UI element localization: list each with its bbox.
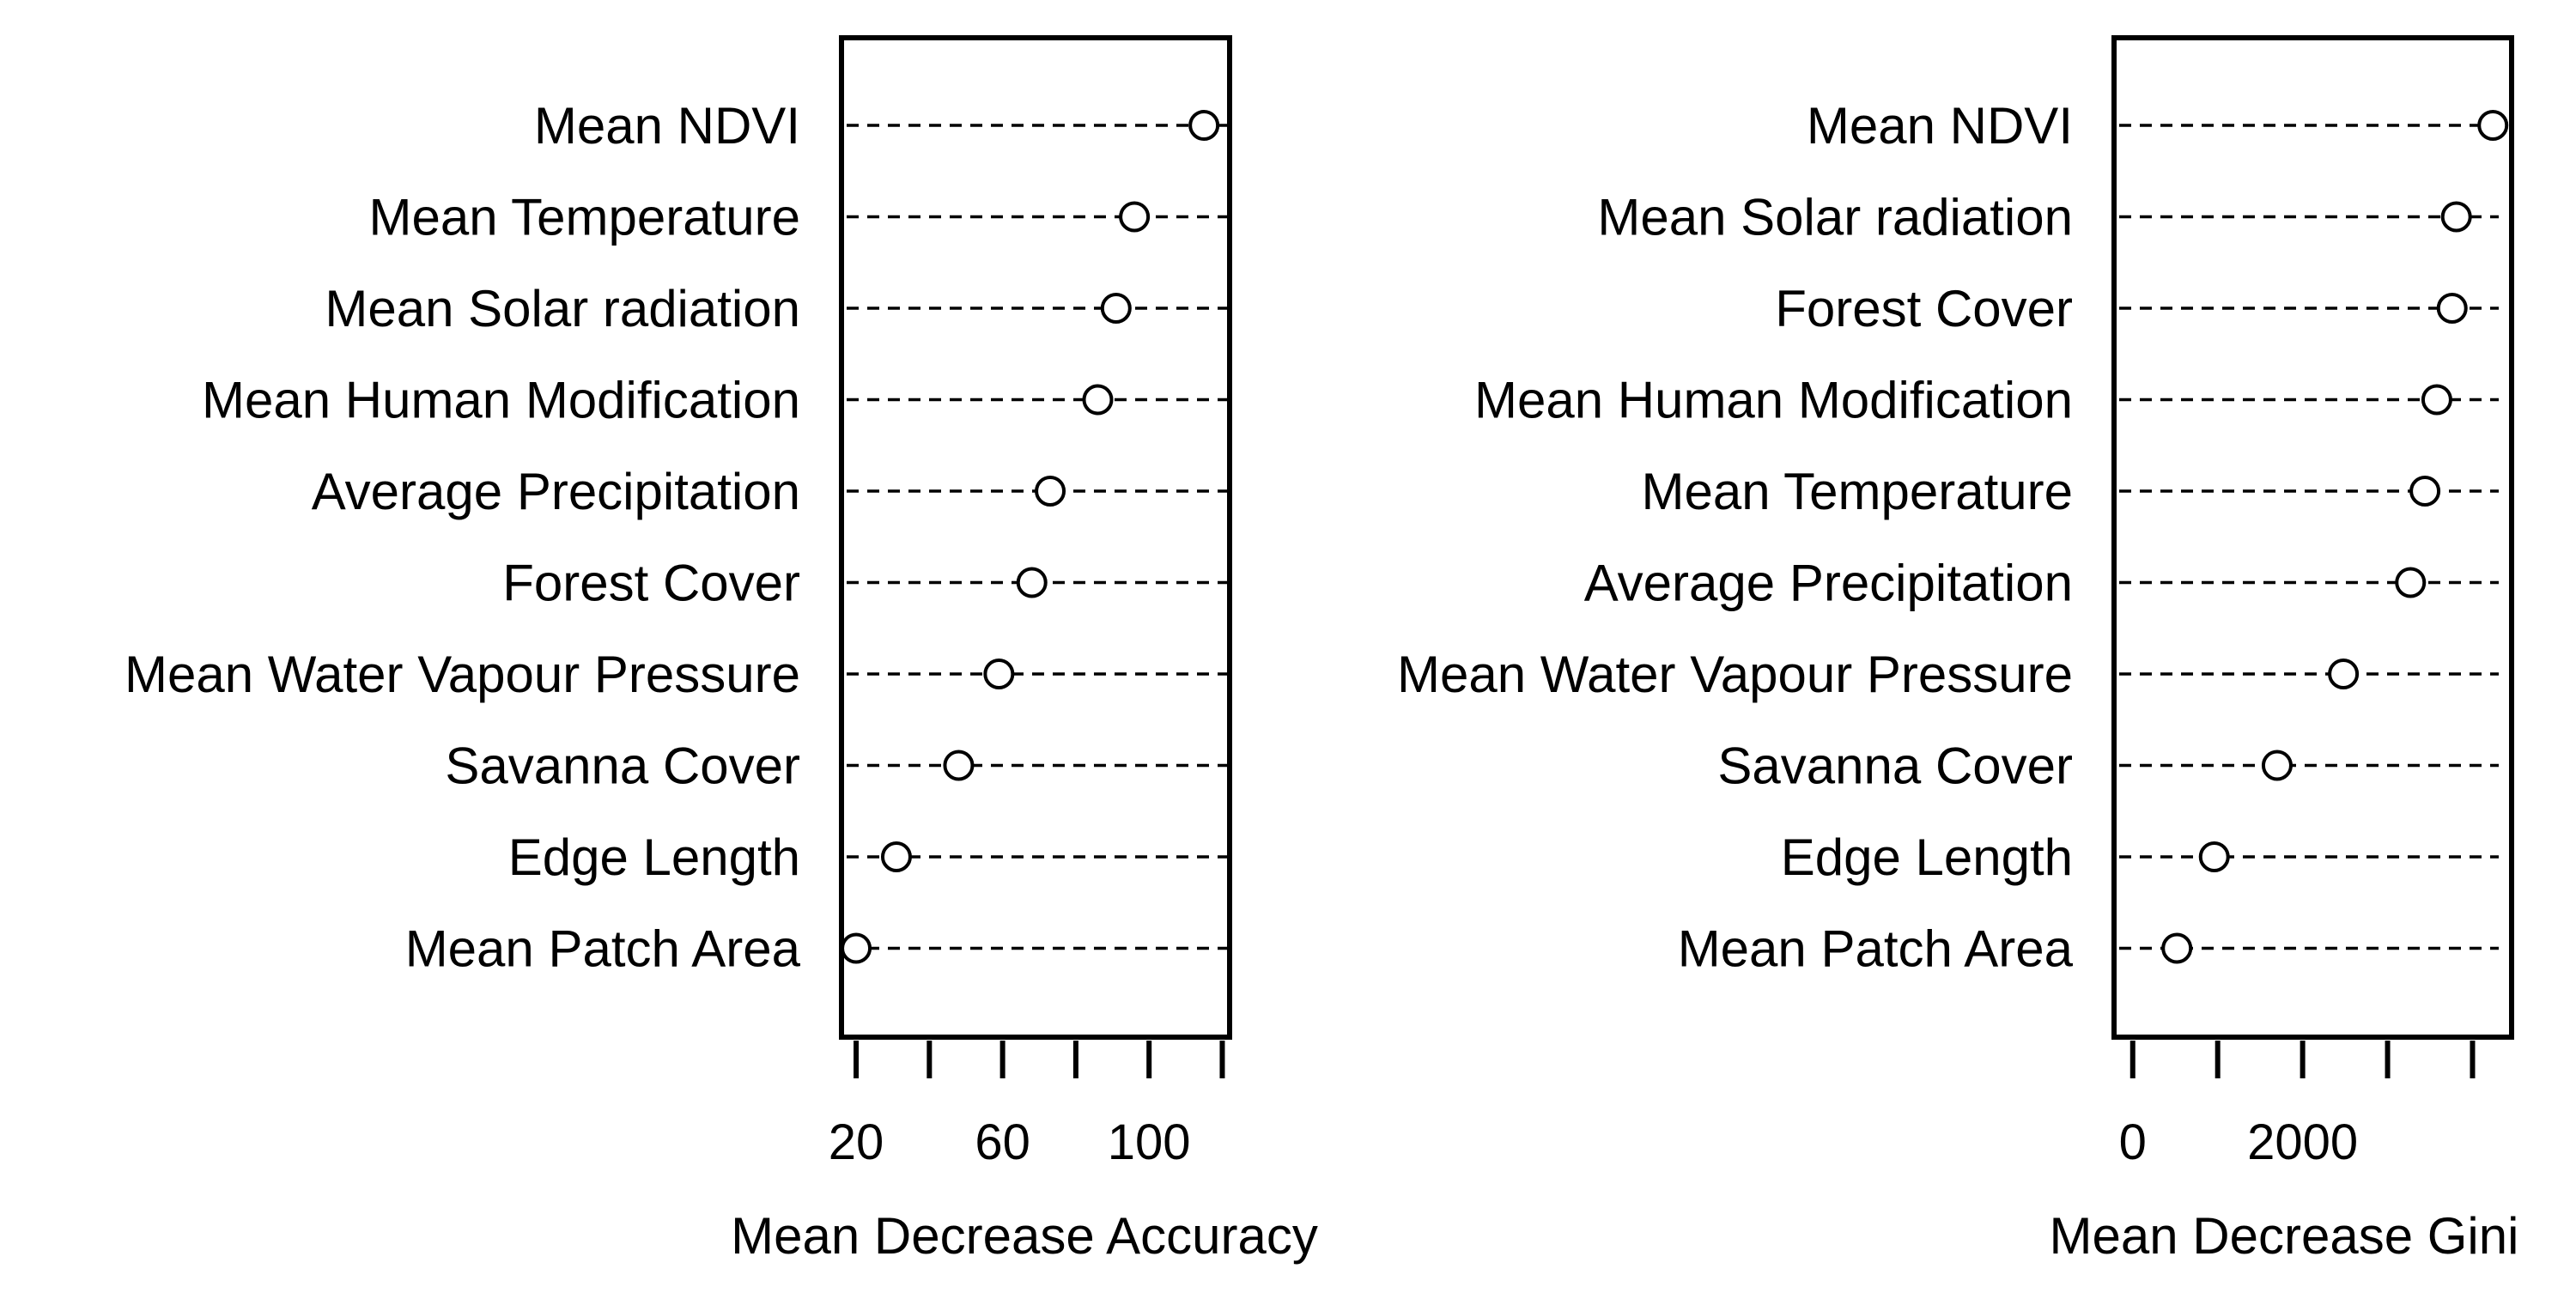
x-tick-label: 20: [829, 1114, 884, 1170]
importance-point: [1188, 110, 1220, 141]
variable-label: Forest Cover: [502, 555, 800, 612]
importance-point: [1119, 201, 1151, 233]
x-tick-label: 100: [1108, 1114, 1191, 1170]
plot-frame: [2111, 35, 2514, 1040]
panel-2: Mean NDVI Mean Solar radiation Forest Cove…: [1397, 35, 2519, 1265]
variable-label: Savanna Cover: [445, 738, 800, 795]
importance-point: [2409, 476, 2441, 507]
x-tick-label: 0: [2119, 1114, 2147, 1170]
variable-label: Mean NDVI: [1807, 97, 2073, 155]
variable-label: Savanna Cover: [1717, 738, 2073, 795]
importance-point: [1035, 476, 1066, 507]
importance-point: [983, 659, 1015, 689]
variable-label: Forest Cover: [1775, 280, 2073, 337]
variable-label: Mean Water Vapour Pressure: [1397, 646, 2073, 703]
importance-point: [943, 750, 975, 781]
variable-label: Average Precipitation: [312, 463, 800, 520]
variable-label: Mean Patch Area: [405, 920, 801, 978]
importance-point: [2421, 384, 2452, 416]
importance-point: [1016, 567, 1048, 598]
importance-point: [2395, 567, 2427, 598]
importance-point: [2436, 293, 2468, 324]
panel-1: Mean NDVI Mean Temperature Mean Solar radi…: [125, 35, 1318, 1265]
variable-label: Mean Temperature: [369, 189, 801, 246]
x-axis-label: Mean Decrease Accuracy: [731, 1207, 1318, 1265]
variable-label: Mean NDVI: [534, 97, 800, 155]
variable-label: Edge Length: [508, 829, 800, 886]
importance-point: [2161, 932, 2193, 964]
importance-point: [2198, 841, 2230, 872]
importance-point: [2328, 659, 2360, 689]
importance-point: [2477, 110, 2509, 141]
variable-label: Mean Temperature: [1642, 463, 2074, 520]
x-tick-label: 60: [975, 1114, 1030, 1170]
importance-point: [880, 841, 912, 872]
variable-label: Mean Human Modification: [202, 372, 800, 429]
plot-frame: [839, 35, 1232, 1040]
variable-label: Mean Water Vapour Pressure: [125, 646, 800, 703]
importance-point: [2261, 750, 2293, 781]
x-axis-label: Mean Decrease Gini: [2050, 1207, 2519, 1265]
importance-point: [2440, 201, 2472, 233]
importance-point: [1100, 293, 1132, 324]
variable-label: Edge Length: [1781, 829, 2073, 886]
importance-point: [1082, 384, 1114, 416]
importance-point: [841, 932, 872, 964]
variable-label: Mean Solar radiation: [325, 280, 800, 337]
variable-label: Average Precipitation: [1584, 555, 2073, 612]
variable-label: Mean Solar radiation: [1597, 189, 2073, 246]
x-tick-label: 2000: [2247, 1114, 2358, 1170]
variable-label: Mean Patch Area: [1678, 920, 2074, 978]
variable-label: Mean Human Modification: [1474, 372, 2073, 429]
